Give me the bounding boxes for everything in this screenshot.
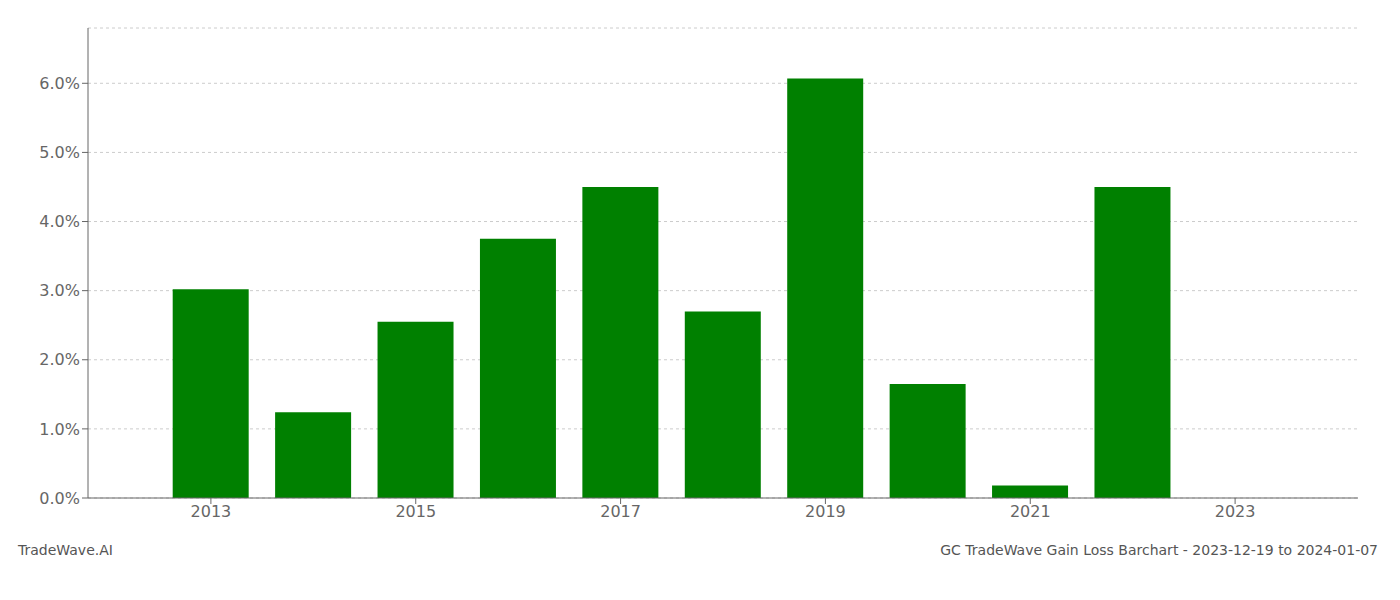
svg-text:5.0%: 5.0% [39, 143, 80, 162]
svg-text:6.0%: 6.0% [39, 74, 80, 93]
svg-text:3.0%: 3.0% [39, 281, 80, 300]
svg-text:2.0%: 2.0% [39, 350, 80, 369]
svg-text:2013: 2013 [191, 502, 232, 521]
svg-text:0.0%: 0.0% [39, 489, 80, 508]
svg-text:1.0%: 1.0% [39, 420, 80, 439]
svg-text:4.0%: 4.0% [39, 212, 80, 231]
html-text:GC TradeWave Gain Loss Barchar: GC TradeWave Gain Loss Barchart - 2023-1… [940, 542, 1378, 558]
svg-text:2015: 2015 [395, 502, 436, 521]
svg-text:2017: 2017 [600, 502, 641, 521]
svg-text:2021: 2021 [1010, 502, 1051, 521]
svg-text:2023: 2023 [1215, 502, 1256, 521]
html-text:TradeWave.AI: TradeWave.AI [18, 542, 113, 558]
svg-text:2019: 2019 [805, 502, 846, 521]
